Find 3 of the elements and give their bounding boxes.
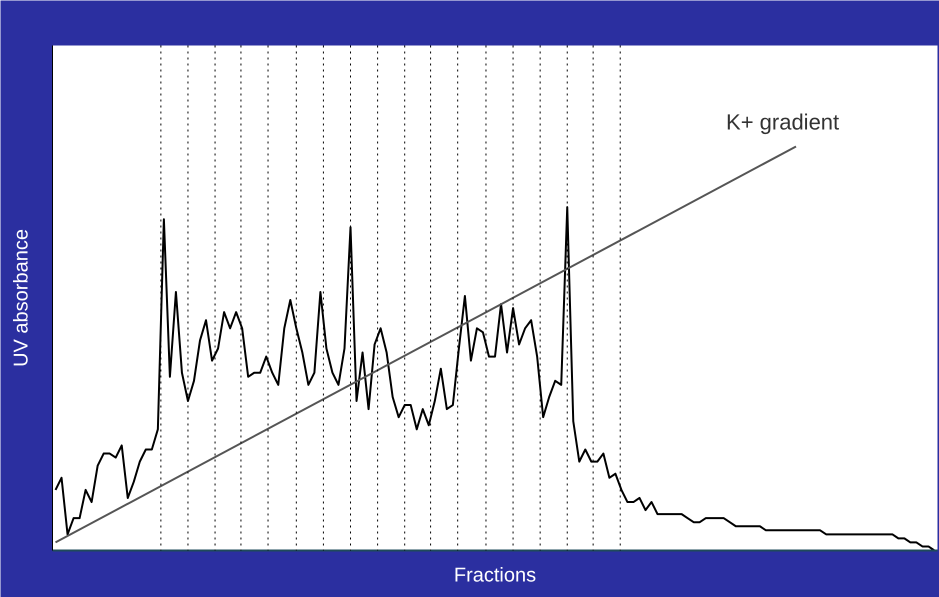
x-axis-title: Fractions xyxy=(454,564,536,586)
y-axis-title: UV absorbance xyxy=(10,229,32,367)
text: K+ gradient xyxy=(726,110,840,134)
